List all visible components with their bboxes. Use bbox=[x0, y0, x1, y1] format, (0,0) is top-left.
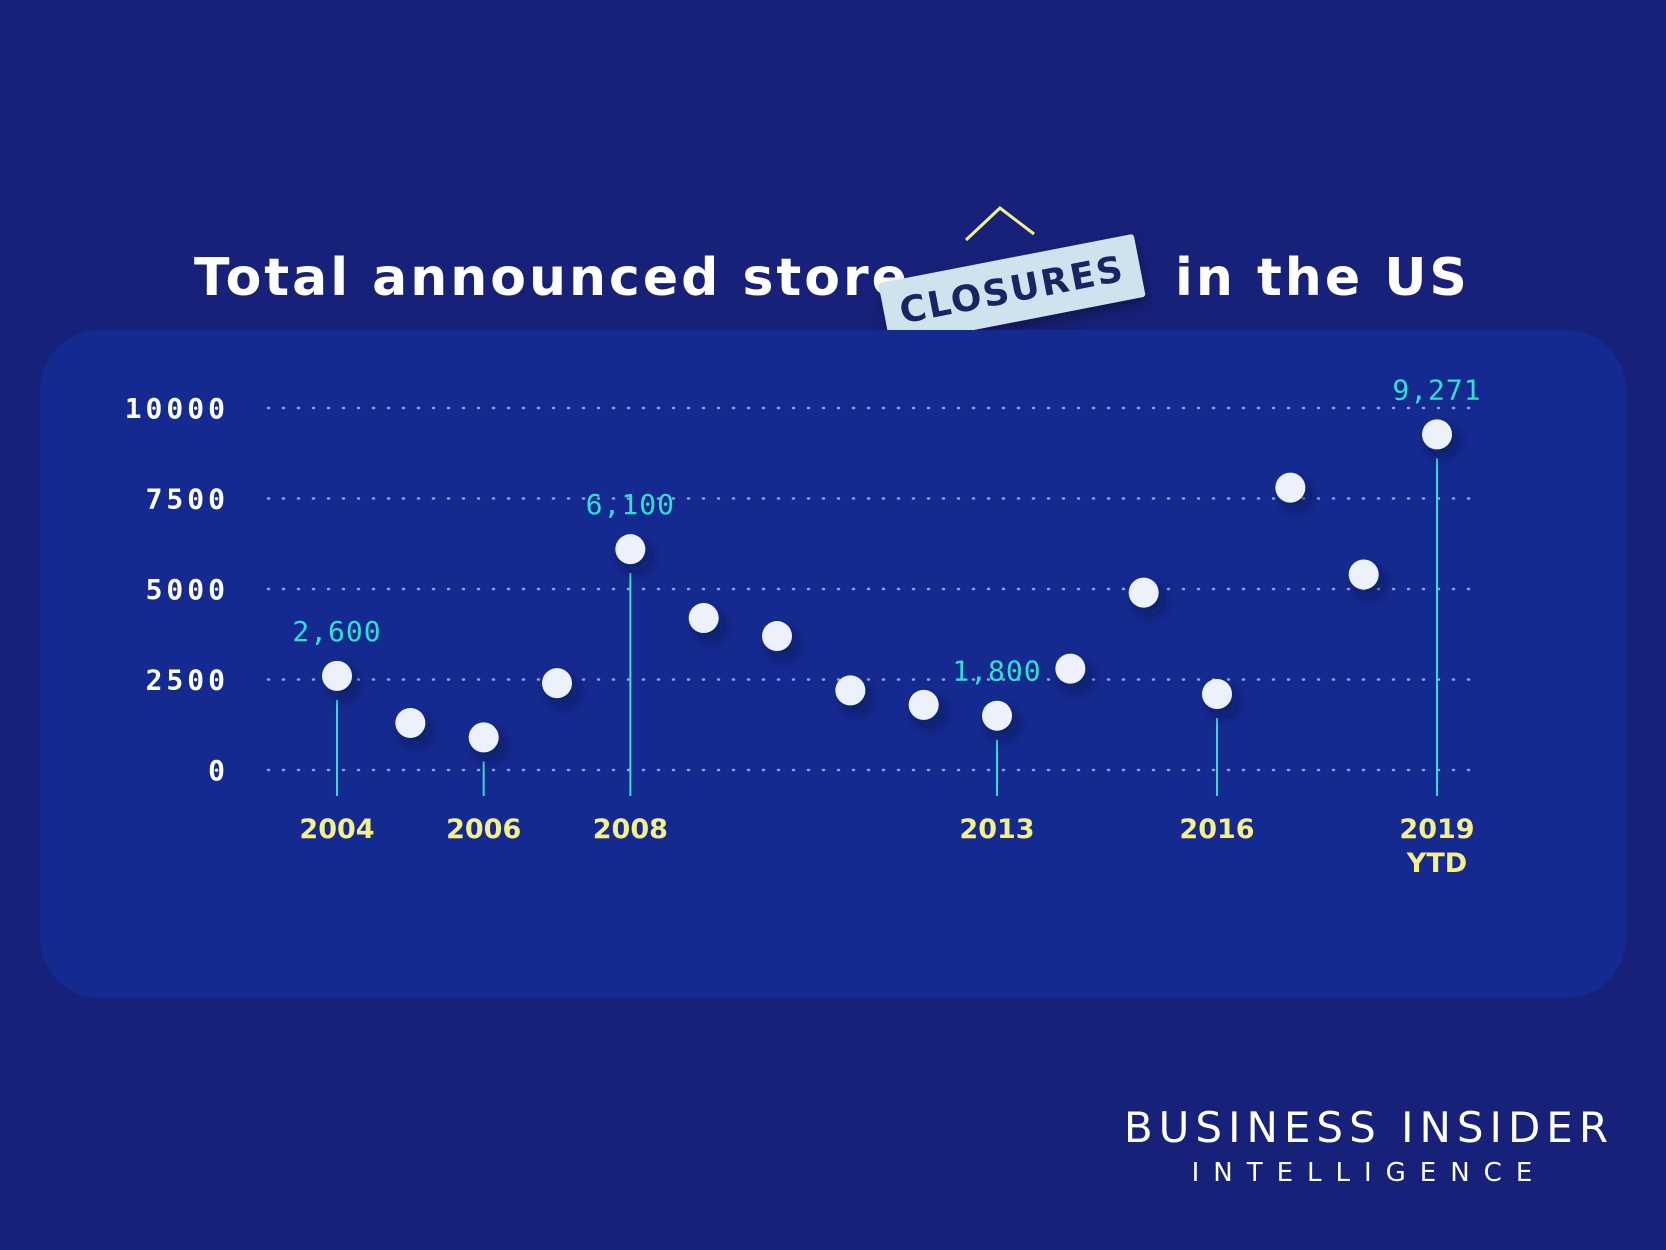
data-point-2004 bbox=[322, 660, 352, 691]
data-point-2019 bbox=[1422, 419, 1452, 450]
data-point-2009 bbox=[688, 602, 719, 633]
y-tick-label: 10000 bbox=[125, 392, 229, 425]
x-tick-label-2004: 2004 bbox=[299, 814, 374, 845]
chart-panel bbox=[40, 330, 1626, 998]
data-label-2008: 6,100 bbox=[586, 488, 675, 521]
closures-sign: CLOSURES bbox=[876, 200, 1176, 347]
x-tick-sublabel-2019: YTD bbox=[1406, 848, 1467, 879]
x-tick-label-2019: 2019 bbox=[1399, 814, 1474, 845]
data-point-2008 bbox=[615, 534, 646, 565]
y-tick-label: 0 bbox=[208, 754, 229, 787]
data-point-2010 bbox=[762, 621, 792, 652]
data-point-2016 bbox=[1202, 678, 1232, 709]
brand-subtitle: INTELLIGENCE bbox=[1191, 1158, 1547, 1188]
data-label-2019: 9,271 bbox=[1392, 373, 1481, 406]
y-tick-label: 5000 bbox=[146, 573, 229, 606]
y-tick-label: 7500 bbox=[146, 483, 229, 516]
y-tick-label: 2500 bbox=[146, 664, 229, 697]
x-tick-label-2013: 2013 bbox=[959, 814, 1034, 845]
data-label-2004: 2,600 bbox=[292, 615, 381, 648]
x-tick-label-2008: 2008 bbox=[593, 814, 668, 845]
brand-logo: BUSINESS INSIDER INTELLIGENCE bbox=[1124, 1104, 1614, 1190]
data-point-2012 bbox=[908, 689, 939, 720]
data-label-2013: 1,800 bbox=[952, 655, 1041, 688]
data-point-2011 bbox=[835, 675, 866, 706]
data-point-2018 bbox=[1348, 559, 1379, 590]
data-point-2005 bbox=[395, 707, 426, 738]
sign-hanger-icon bbox=[964, 206, 1035, 242]
data-point-2017 bbox=[1275, 472, 1306, 503]
data-point-2014 bbox=[1055, 653, 1086, 684]
x-tick-label-2016: 2016 bbox=[1179, 814, 1254, 845]
title-after: in the US bbox=[1175, 248, 1470, 308]
title-before: Total announced store bbox=[194, 248, 910, 308]
x-tick-label-2006: 2006 bbox=[446, 814, 521, 845]
data-point-2013 bbox=[982, 700, 1012, 731]
brand-name: BUSINESS INSIDER bbox=[1123, 1103, 1614, 1152]
data-point-2006 bbox=[468, 722, 499, 753]
data-point-2007 bbox=[542, 668, 572, 699]
data-point-2015 bbox=[1128, 577, 1159, 608]
